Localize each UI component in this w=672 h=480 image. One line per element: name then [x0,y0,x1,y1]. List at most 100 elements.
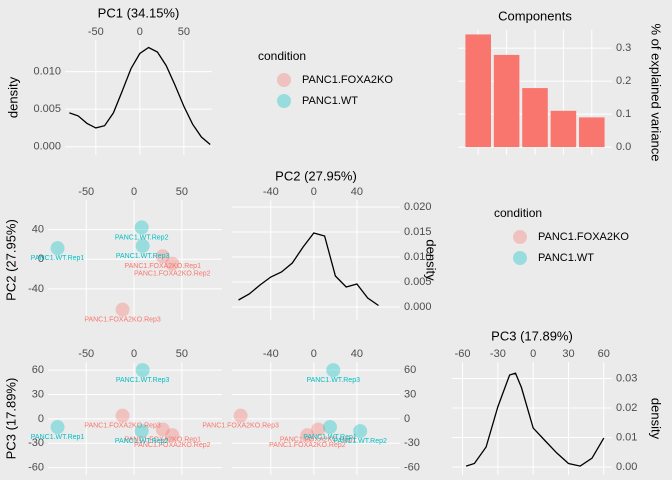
y-axis-label: PC2 (27.95%) [3,219,18,301]
point [165,256,180,271]
y-tick-label: -60 [404,462,420,474]
y-tick-label: 0.00 [616,461,637,473]
legend-label: PANC1.WT [302,95,358,107]
point [155,422,170,437]
point [155,249,170,264]
y-tick-label: 0.000 [33,141,61,153]
x-tick-label: -40 [263,186,279,198]
point-label: PANC1.WT.Rep2 [115,438,169,445]
bar [493,54,520,148]
chart-title: PC2 (27.95%) [275,168,357,183]
point-label: PANC1.FOXA2KO.Rep3 [84,422,161,429]
y-tick-label: 0 [38,253,44,265]
x-tick-label: 0 [311,348,317,360]
point [50,241,65,256]
y-tick-label: 40 [32,224,44,236]
point-label: PANC1.WT.Rep2 [333,438,387,445]
x-tick-label: 50 [178,26,190,38]
legend-key [513,251,527,265]
point-label: PANC1.FOXA2KO.Rep3 [202,422,279,429]
bar [522,88,548,148]
x-tick-label: 0 [137,26,143,38]
panel [452,362,612,475]
x-tick-label: 40 [351,348,363,360]
y-tick-label: 30 [32,388,44,400]
y-tick-label: 0.02 [616,402,637,414]
y-tick-label: 60 [32,364,44,376]
x-tick-label: 0 [530,348,536,360]
x-tick-label: -50 [88,26,104,38]
point-label: PANC1.FOXA2KO.Rep3 [84,316,161,323]
x-tick-label: 50 [176,186,188,198]
y-axis-label: density [5,76,20,118]
density-line [238,232,379,307]
point [326,363,341,378]
point [134,424,149,439]
y-tick-label: 0.010 [404,251,432,263]
x-tick-label: 0 [131,348,137,360]
point-label: PANC1.WT.Rep3 [306,377,360,384]
point-label: PANC1.FOXA2KO.Rep2 [269,442,346,449]
y-axis-label: density [424,239,439,281]
legend-key [277,73,291,87]
y-tick-label: -40 [28,283,44,295]
legend-title: condition [258,49,306,63]
point [300,428,315,443]
point-label: PANC1.WT.Rep3 [116,377,170,384]
bar [465,34,491,148]
x-tick-label: 60 [598,348,610,360]
point-label: PANC1.FOXA2KO.Rep1 [280,436,357,443]
point [165,428,180,443]
point-label: PANC1.WT.Rep2 [115,234,169,241]
legend-key [513,230,527,244]
y-tick-label: -60 [28,462,44,474]
point [134,220,149,235]
point [311,422,326,437]
density-line [69,46,211,145]
x-tick-label: -60 [455,348,471,360]
point [115,408,130,423]
point [323,420,337,435]
point [135,238,150,253]
point-label: PANC1.WT.Rep3 [116,253,170,260]
chart-title: PC3 (17.89%) [491,328,573,343]
y-tick-label: 0.020 [404,201,432,213]
y-axis-label: PC3 (17.89%) [3,378,18,460]
point-label: PANC1.FOXA2KO.Rep2 [134,442,211,449]
y-tick-label: 60 [404,364,416,376]
point [115,302,130,317]
point-label: PANC1.WT.Rep1 [303,434,357,441]
legend-label: PANC1.FOXA2KO [538,231,629,243]
y-tick-label: 0.005 [33,103,61,115]
y-tick-label: -30 [404,437,420,449]
panel [232,200,400,320]
x-tick-label: 50 [176,348,188,360]
y-tick-label: 0.1 [616,108,631,120]
x-tick-label: -30 [490,348,506,360]
x-tick-label: 40 [351,186,363,198]
y-tick-label: 0.010 [33,65,61,77]
legend-title: condition [494,206,542,220]
panel [48,200,222,320]
point-label: PANC1.WT.Rep1 [31,434,85,441]
point [135,363,150,378]
y-tick-label: 0.01 [616,431,637,443]
density-line [465,372,605,467]
y-tick-label: 0.3 [616,42,631,54]
y-tick-label: 30 [404,388,416,400]
y-tick-label: 0.005 [404,276,432,288]
x-tick-label: -40 [263,348,279,360]
chart-title: Components [498,8,572,23]
chart-title: PC1 (34.15%) [98,5,180,20]
y-axis-label: % of explained variance [649,23,664,161]
point-label: PANC1.FOXA2KO.Rep1 [124,263,201,270]
y-tick-label: 0.015 [404,226,432,238]
point-label: PANC1.WT.Rep1 [31,255,85,262]
point [233,408,248,423]
legend-key [277,94,291,108]
point-label: PANC1.FOXA2KO.Rep2 [134,271,211,278]
bar [579,117,605,148]
panel [65,40,212,155]
y-tick-label: 0 [404,413,410,425]
x-tick-label: -50 [78,186,94,198]
